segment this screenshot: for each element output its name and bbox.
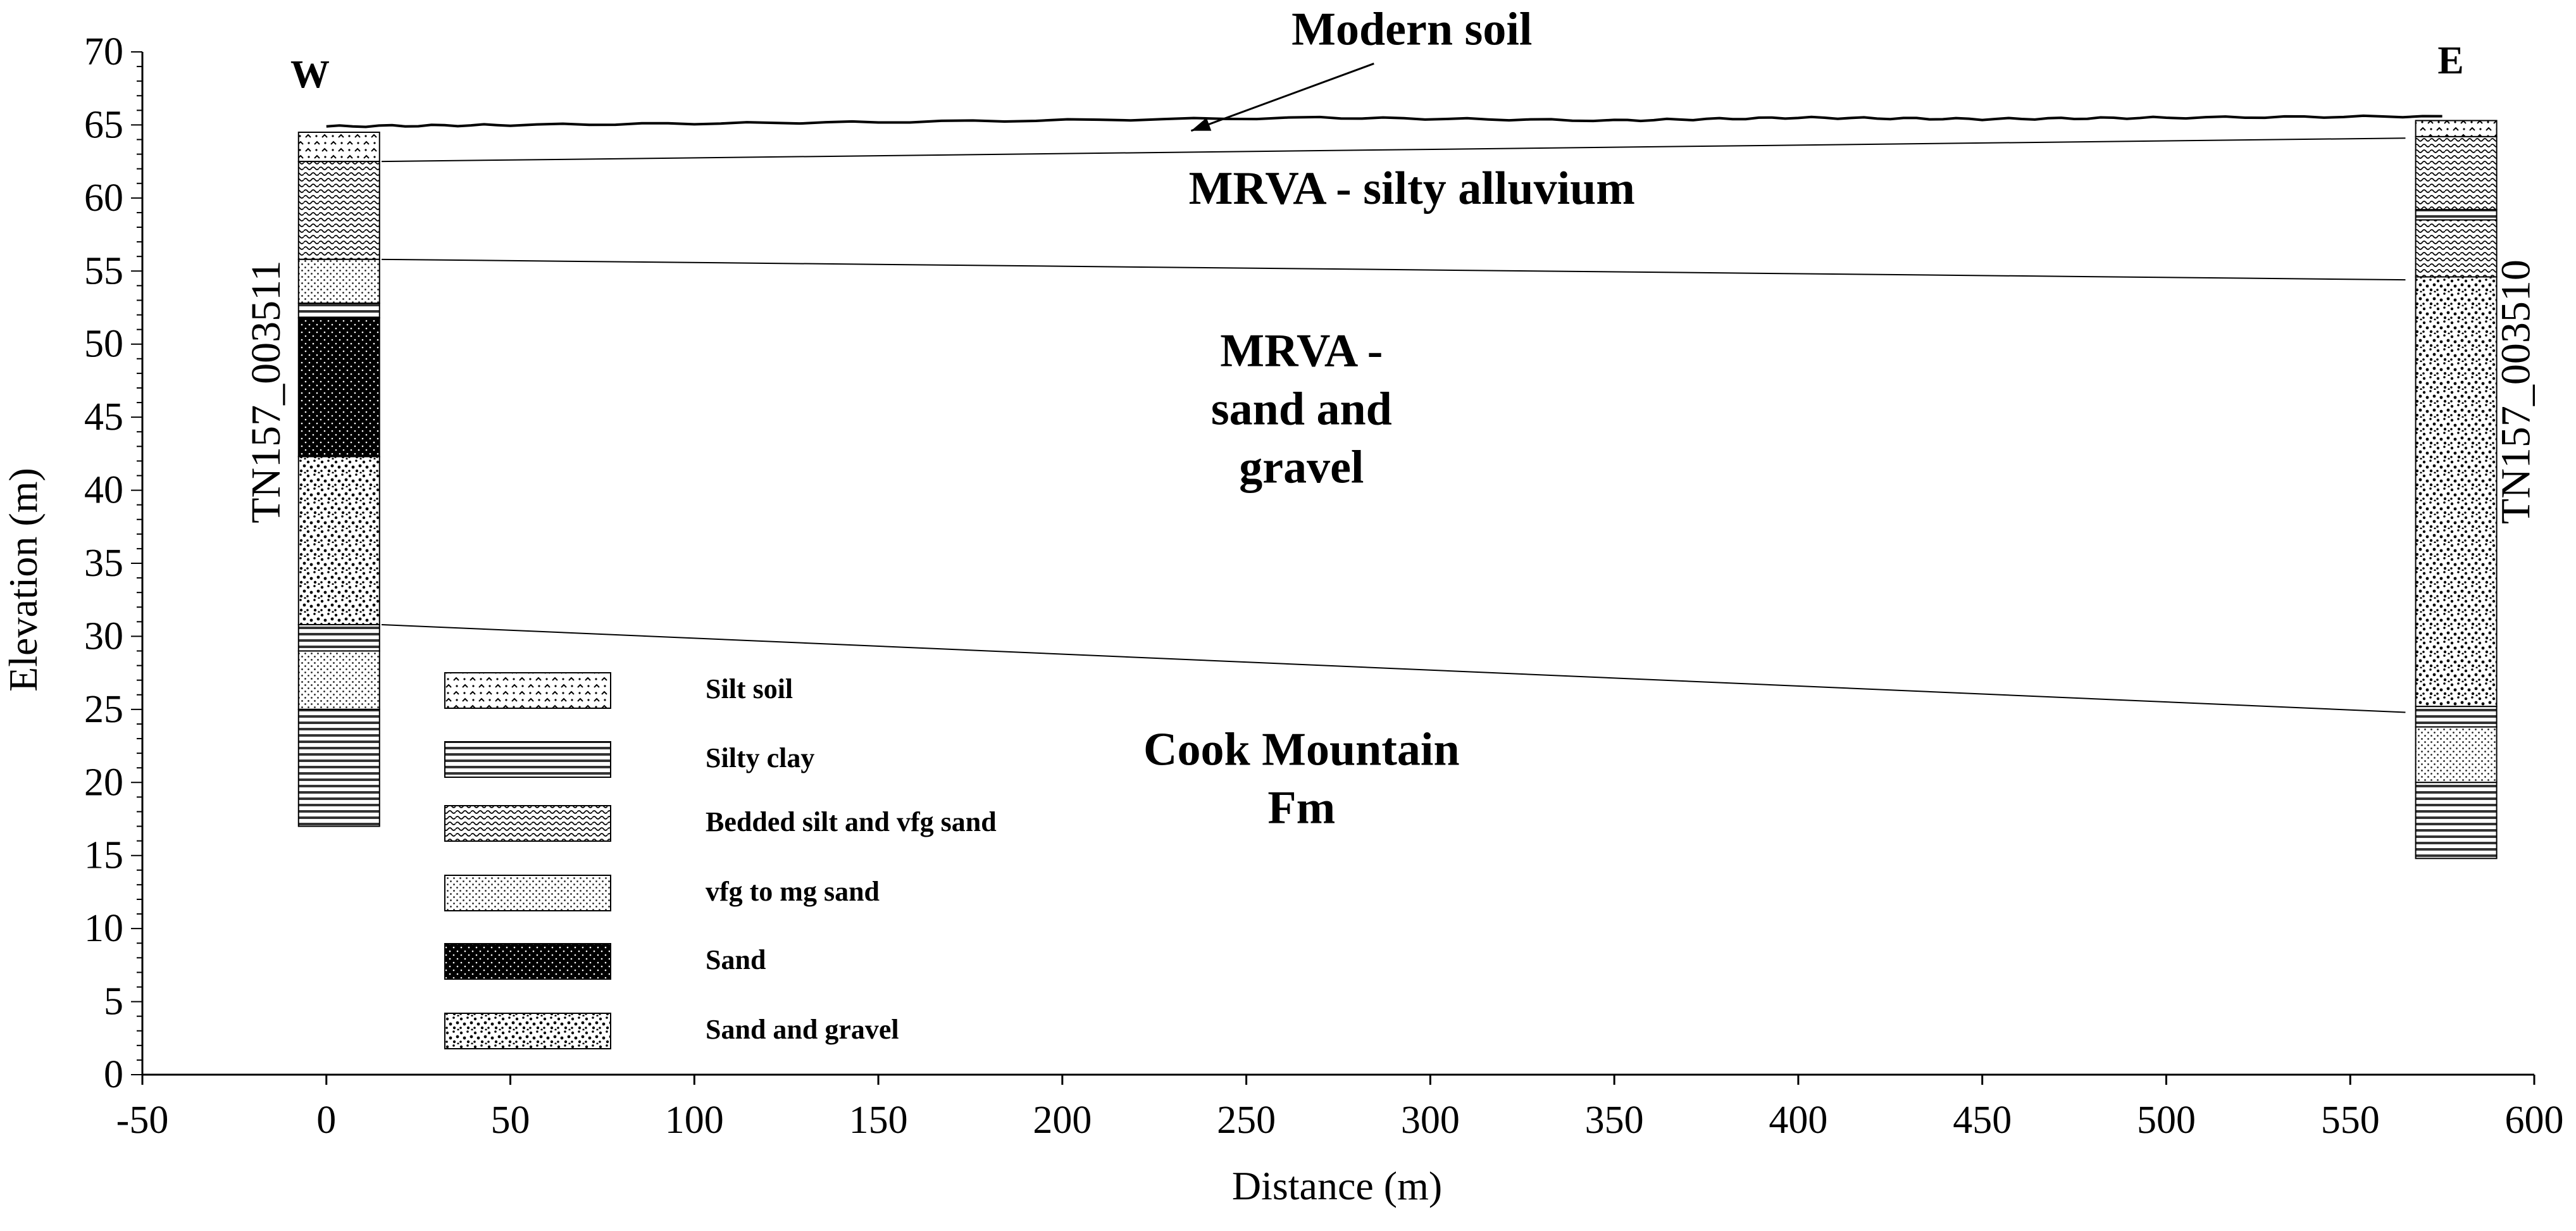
x-tick-label: 0	[316, 1099, 336, 1142]
x-tick-label: 50	[491, 1099, 530, 1142]
surface-ground-surface	[326, 114, 2442, 128]
interval-sand-and-gravel	[297, 456, 380, 625]
modern-soil-arrowhead	[1191, 117, 1212, 131]
surface-base-of-modern-soil	[381, 137, 2406, 163]
legend-swatch	[444, 672, 611, 709]
legend-item-silt-soil: Silt soil	[444, 672, 793, 709]
x-tick-label: 600	[2505, 1099, 2564, 1142]
y-tick-label: 65	[84, 103, 123, 146]
interval-bedded-silt-and-vfg-sand	[297, 161, 380, 260]
legend-item-sand: Sand	[444, 943, 766, 980]
interval-silt-soil	[297, 131, 380, 163]
unit-label-mrva-sand-and-gravel: MRVA - sand and gravel	[1211, 325, 1392, 493]
y-tick-label: 0	[104, 1053, 123, 1096]
unit-label-line: Modern soil	[1291, 3, 1532, 55]
y-tick-label: 45	[84, 396, 123, 439]
interval-vfg-to-mg-sand	[2415, 726, 2498, 784]
legend-swatch	[444, 943, 611, 980]
x-tick-label: 550	[2321, 1099, 2380, 1142]
unit-label-cook-mountain-fm: Cook Mountain Fm	[1143, 724, 1460, 834]
y-tick-label: 30	[84, 615, 123, 658]
modern-soil-arrow-line	[1190, 63, 1374, 132]
legend: Silt soil Silty clay Bedded silt and vfg s…	[444, 672, 997, 1049]
legend-swatch	[444, 741, 611, 778]
legend-swatch	[444, 875, 611, 911]
y-tick-label: 70	[84, 30, 123, 73]
interval-bedded-silt-and-vfg-sand	[2415, 219, 2498, 278]
legend-label: Bedded silt and vfg sand	[706, 806, 997, 837]
legend-label: Silt soil	[706, 673, 793, 704]
y-tick-label: 60	[84, 177, 123, 220]
x-tick-label: 200	[1033, 1099, 1092, 1142]
interval-silt-soil	[2415, 120, 2498, 137]
well-tn157-003511: TN157_003511	[243, 131, 380, 827]
x-tick-label: 250	[1217, 1099, 1276, 1142]
y-tick-label: 20	[84, 761, 123, 804]
interval-sand-and-gravel	[2415, 276, 2498, 708]
unit-label-line: sand and	[1211, 383, 1392, 435]
unit-label-modern-soil: Modern soil	[1291, 3, 1532, 55]
legend-label: Silty clay	[706, 742, 814, 773]
legend-item-bedded-silt-and-vfg-sand: Bedded silt and vfg sand	[444, 805, 997, 842]
x-tick-label: 450	[1953, 1099, 2012, 1142]
legend-item-sand-and-gravel: Sand and gravel	[444, 1013, 899, 1049]
y-tick-label: 25	[84, 688, 123, 731]
y-tick-label: 10	[84, 907, 123, 950]
y-tick-label: 15	[84, 834, 123, 877]
x-axis-label: Distance (m)	[1232, 1163, 1442, 1208]
legend-item-vfg-to-mg-sand: vfg to mg sand	[444, 875, 880, 911]
axes: -50 0 50 100 150 200 250 300 350 400 450 500 550 6000…	[84, 30, 2564, 1142]
unit-label-mrva-silty-alluvium: MRVA - silty alluvium	[1189, 163, 1635, 215]
x-tick-label: -50	[116, 1099, 169, 1142]
unit-labels: Modern soil MRVA - silty alluvium MRVA - sa…	[1143, 3, 1635, 834]
interval-bedded-silt-and-vfg-sand	[2415, 135, 2498, 211]
x-tick-label: 300	[1401, 1099, 1460, 1142]
well-columns: TN157_003511 TN157_003510	[243, 120, 2539, 859]
unit-label-line: Cook Mountain	[1143, 724, 1460, 776]
interval-vfg-to-mg-sand	[297, 258, 380, 304]
y-tick-label: 55	[84, 249, 123, 292]
surface-top-of-cook-mountain-fm	[381, 623, 2406, 713]
interval-silty-clay	[2415, 782, 2498, 859]
y-axis-label: Elevation (m)	[1, 468, 46, 692]
legend-label: Sand	[706, 944, 766, 975]
interval-vfg-to-mg-sand	[297, 650, 380, 710]
legend-item-silty-clay: Silty clay	[444, 741, 814, 778]
x-tick-label: 150	[849, 1099, 908, 1142]
legend-label: Sand and gravel	[706, 1014, 899, 1045]
y-tick-label: 5	[104, 980, 123, 1023]
interval-silty-clay	[297, 708, 380, 827]
x-tick-label: 350	[1585, 1099, 1644, 1142]
legend-swatch	[444, 1013, 611, 1049]
interval-silty-clay	[297, 303, 380, 319]
surface-top-of-sand-and-gravel	[381, 258, 2406, 281]
interval-silty-clay	[2415, 209, 2498, 221]
well-name-label: TN157_003511	[243, 260, 289, 523]
unit-label-line: MRVA -	[1220, 325, 1383, 377]
x-tick-label: 500	[2137, 1099, 2196, 1142]
y-tick-label: 50	[84, 323, 123, 366]
unit-label-line: gravel	[1239, 441, 1364, 493]
surface-lines	[326, 114, 2442, 713]
legend-swatch	[444, 805, 611, 842]
well-name-label: TN157_003510	[2493, 259, 2539, 524]
east-label: E	[2437, 39, 2463, 82]
y-tick-label: 35	[84, 542, 123, 585]
y-tick-label: 40	[84, 469, 123, 512]
interval-silty-clay	[2415, 706, 2498, 728]
x-tick-label: 400	[1769, 1099, 1827, 1142]
unit-label-line: MRVA - silty alluvium	[1189, 163, 1635, 215]
interval-sand	[297, 317, 380, 458]
well-tn157-003510: TN157_003510	[2415, 120, 2539, 859]
x-tick-label: 100	[665, 1099, 724, 1142]
interval-silty-clay	[297, 623, 380, 652]
unit-label-line: Fm	[1267, 782, 1335, 834]
legend-label: vfg to mg sand	[706, 876, 880, 907]
west-label: W	[290, 53, 330, 96]
